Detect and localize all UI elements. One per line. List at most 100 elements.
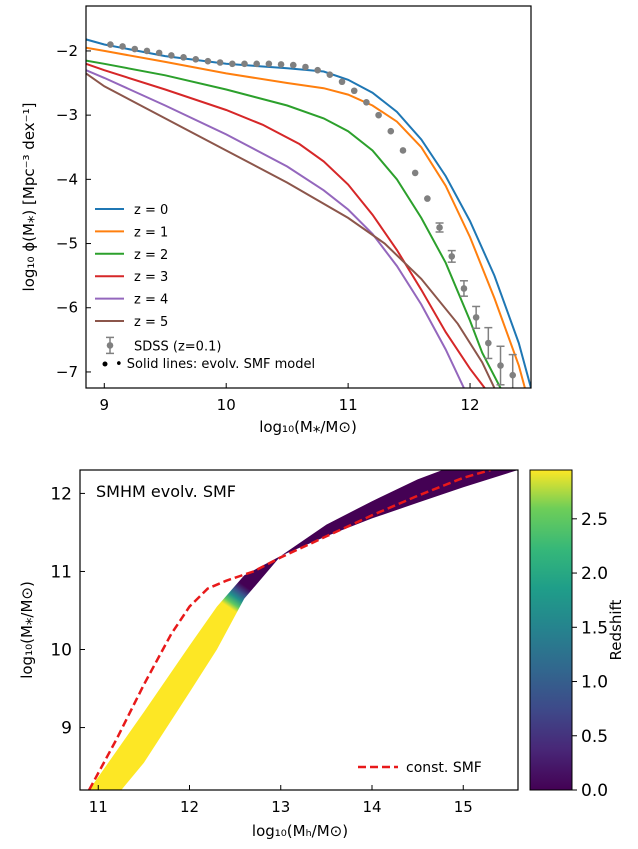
x-tick-label: 12 (180, 798, 199, 816)
sdss-point (497, 362, 504, 369)
sdss-point (411, 169, 419, 177)
colorbar-gradient (529, 469, 573, 791)
legend-label-z3: z = 3 (134, 270, 168, 285)
y-tick-label: −3 (56, 106, 78, 124)
sdss-point (375, 111, 382, 119)
sdss-point (229, 60, 236, 68)
sdss-point (399, 147, 407, 154)
const-smf-line (88, 470, 491, 790)
series-line-z5 (86, 72, 496, 388)
smf-axes-frame (85, 5, 532, 389)
smf-annotation: • Solid lines: evolv. SMF model (102, 357, 315, 372)
smhm-x-axis-label: log₁₀(Mₕ/M⊙) (252, 822, 348, 840)
legend-label-z1: z = 1 (134, 225, 168, 240)
sdss-point (253, 60, 260, 68)
sdss-point (216, 59, 224, 66)
y-tick-label: −5 (56, 235, 78, 253)
colorbar-tick-label: 1.0 (581, 673, 608, 693)
colorbar-tick-label: 2.5 (581, 510, 608, 530)
legend-label-z0: z = 0 (134, 203, 168, 218)
smhm-axes-frame (79, 469, 519, 791)
sdss-point (131, 45, 139, 53)
sdss-point (192, 55, 200, 63)
sdss-point (180, 54, 187, 61)
sdss-point (119, 43, 126, 50)
sdss-point (485, 339, 492, 347)
sdss-point (302, 63, 309, 71)
sdss-point (448, 253, 456, 260)
sdss-point (143, 47, 151, 55)
sdss-point (107, 41, 114, 48)
y-tick-label: 9 (61, 719, 72, 739)
legend-label-z5: z = 5 (134, 315, 168, 330)
x-tick-label: 15 (454, 798, 473, 816)
smhm-plot-area (88, 470, 518, 790)
colorbar-label: Redshift (607, 599, 625, 660)
sdss-point (436, 224, 443, 231)
sdss-point (155, 49, 163, 57)
sdss-point (277, 61, 285, 68)
x-tick-label: 10 (217, 396, 236, 414)
sdss-point (472, 314, 480, 321)
sdss-point (387, 127, 395, 135)
sdss-point (314, 66, 321, 74)
smf-x-axis-label: log₁₀(M⁎/M⊙) (259, 418, 357, 436)
sdss-point (168, 52, 175, 59)
legend-label-z2: z = 2 (134, 248, 168, 263)
x-tick-label: 13 (271, 798, 290, 816)
series-line-z1 (86, 46, 526, 388)
y-tick-label: −7 (56, 363, 78, 381)
sdss-point (350, 87, 358, 95)
y-tick-label: −2 (56, 42, 78, 60)
sdss-point (326, 71, 334, 78)
colorbar-ticks: 0.0 0.5 1.0 1.5 2.0 2.5 (572, 510, 608, 801)
smf-y-axis-label: log₁₀ ϕ(M⁎) [Mpc⁻³ dex⁻¹] (20, 103, 38, 292)
smhm-x-ticks: 11 12 13 14 15 (89, 785, 473, 816)
smhm-title: SMHM evolv. SMF (96, 482, 236, 501)
x-tick-label: 14 (362, 798, 381, 816)
smhm-y-axis-label: log₁₀(M⁎/M⊙) (18, 581, 36, 679)
y-tick-label: 10 (50, 641, 72, 661)
sdss-point (241, 60, 248, 68)
colorbar-tick-label: 1.5 (581, 618, 608, 638)
smf-x-ticks: 9 10 11 12 (100, 383, 480, 414)
sdss-point (509, 371, 517, 379)
x-tick-label: 9 (100, 396, 110, 414)
colorbar: 0.0 0.5 1.0 1.5 2.0 2.5 Redshift (529, 469, 625, 801)
y-tick-label: 12 (50, 484, 72, 504)
legend-label-const-smf: const. SMF (406, 760, 482, 776)
series-line-z2 (86, 59, 502, 388)
series-line-z3 (86, 62, 486, 388)
colorbar-tick-label: 0.0 (581, 781, 608, 801)
colorbar-tick-label: 2.0 (581, 564, 608, 584)
bullet-icon (102, 361, 108, 367)
panel-smf: 9 10 11 12 −2 −3 −4 −5 −6 −7 log₁₀(M⁎/M⊙) log₁₀ … (20, 5, 532, 436)
legend-label-z4: z = 4 (134, 293, 168, 308)
smf-y-ticks: −2 −3 −4 −5 −6 −7 (56, 42, 91, 381)
y-tick-label: −6 (56, 299, 78, 317)
series-line-z4 (86, 69, 465, 388)
legend-sdss-marker (106, 342, 114, 349)
redshift-band (89, 470, 518, 790)
panel-smhm: 11 12 13 14 15 9 10 11 12 SMHM evolv. SMF log₁₀… (18, 469, 625, 840)
legend-label-sdss: SDSS (z=0.1) (134, 339, 221, 354)
sdss-point (460, 285, 468, 292)
x-tick-label: 11 (339, 396, 358, 414)
sdss-point (338, 78, 346, 86)
colorbar-tick-label: 0.5 (581, 727, 608, 747)
smf-plot-area (86, 38, 531, 388)
sdss-point (204, 57, 212, 65)
smhm-legend: const. SMF (358, 760, 482, 776)
y-tick-label: −4 (56, 170, 78, 188)
smf-annotation-text: • Solid lines: evolv. SMF model (115, 357, 315, 372)
sdss-point (265, 60, 273, 68)
y-tick-label: 11 (50, 562, 72, 582)
sdss-point (289, 61, 297, 69)
sdss-point (424, 195, 431, 202)
sdss-point (363, 99, 370, 106)
x-tick-label: 12 (460, 396, 479, 414)
smhm-y-ticks: 9 10 11 12 (50, 484, 85, 739)
smf-legend: z = 0 z = 1 z = 2 z = 3 z = 4 z = 5 SDSS (z=0.… (95, 203, 221, 354)
x-tick-label: 11 (89, 798, 108, 816)
